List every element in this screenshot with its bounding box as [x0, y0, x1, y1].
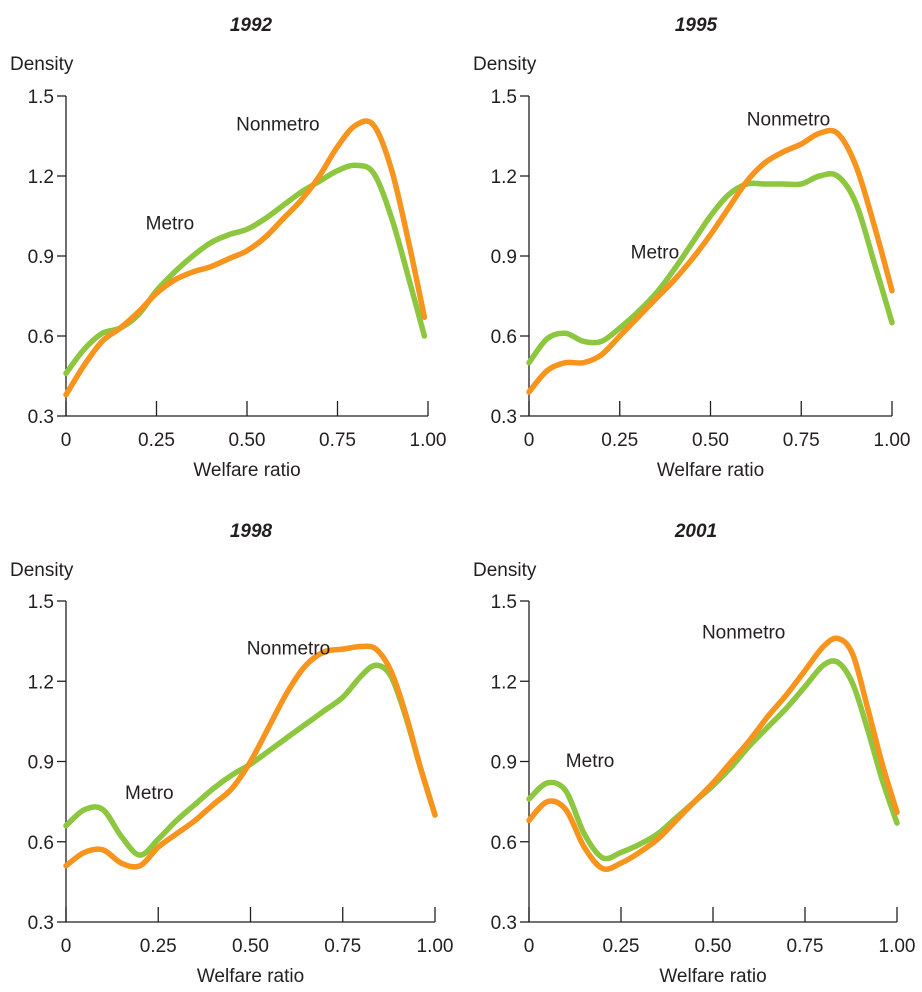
x-tick-label: 0.75 — [319, 430, 356, 451]
series-label-nonmetro: Nonmetro — [747, 109, 830, 130]
series-label-metro: Metro — [146, 213, 195, 234]
x-tick-label: 1.00 — [417, 936, 454, 957]
series-line-nonmetro — [526, 635, 900, 872]
x-axis-label: Welfare ratio — [657, 460, 764, 481]
y-tick-label: 0.3 — [491, 913, 517, 934]
x-tick-label: 0.75 — [324, 936, 361, 957]
x-tick-label: 0 — [524, 430, 535, 451]
y-tick-label: 1.2 — [491, 167, 517, 188]
y-tick-label: 0.9 — [491, 753, 517, 774]
x-tick-label: 0 — [524, 936, 535, 957]
panel-title: 2001 — [674, 521, 717, 542]
y-axis-label: Density — [10, 560, 74, 581]
y-tick-label: 1.2 — [28, 672, 54, 693]
y-tick-label: 0.9 — [28, 247, 54, 268]
y-tick-label: 0.3 — [28, 407, 54, 428]
series-label-metro: Metro — [566, 751, 615, 772]
series-line-metro — [63, 162, 428, 377]
y-tick-label: 0.3 — [28, 913, 54, 934]
chart-panel-1995: 1995 Density 0.3 0.6 0.9 1.2 1.5 0 0.25 0.50 0.75 1… — [473, 15, 910, 481]
x-tick-label: 1.00 — [874, 430, 911, 451]
series-label-metro: Metro — [125, 783, 174, 804]
series-label-nonmetro: Nonmetro — [702, 622, 785, 643]
series-line-nonmetro — [63, 118, 428, 398]
x-axis-label: Welfare ratio — [193, 460, 300, 481]
series-line-nonmetro — [63, 643, 438, 870]
x-tick-label: 0.75 — [783, 430, 820, 451]
x-tick-label: 0.25 — [140, 936, 177, 957]
x-tick-label: 0 — [61, 430, 72, 451]
x-tick-label: 0 — [61, 936, 72, 957]
x-tick-label: 0.25 — [138, 430, 175, 451]
y-tick-label: 0.6 — [28, 327, 54, 348]
panel-title: 1992 — [230, 15, 273, 36]
series-line-metro — [63, 662, 438, 858]
x-tick-label: 0.75 — [787, 936, 824, 957]
y-tick-label: 0.9 — [28, 753, 54, 774]
y-tick-label: 0.6 — [491, 833, 517, 854]
y-tick-label: 1.2 — [491, 672, 517, 693]
y-tick-label: 1.5 — [491, 592, 517, 613]
x-tick-label: 1.00 — [410, 430, 447, 451]
x-tick-label: 0.50 — [695, 936, 732, 957]
y-tick-label: 1.5 — [28, 87, 54, 108]
panel-title: 1995 — [675, 15, 718, 36]
x-tick-label: 0.25 — [601, 430, 638, 451]
y-tick-label: 0.6 — [491, 327, 517, 348]
x-tick-label: 1.00 — [879, 936, 916, 957]
series-label-metro: Metro — [631, 243, 680, 264]
y-tick-label: 0.3 — [491, 407, 517, 428]
x-tick-label: 0.50 — [232, 936, 269, 957]
x-tick-label: 0.50 — [692, 430, 729, 451]
x-tick-label: 0.50 — [229, 430, 266, 451]
y-tick-label: 1.5 — [28, 592, 54, 613]
series-label-nonmetro: Nonmetro — [247, 639, 330, 660]
series-line-metro — [526, 170, 895, 366]
chart-panel-2001: 2001 Density 0.3 0.6 0.9 1.2 1.5 0 0.25 0.50 0.75 1… — [473, 521, 915, 987]
chart-panel-1992: 1992 Density 0.3 0.6 0.9 1.2 1.5 0 0.25 0.50 0.75 1… — [10, 15, 446, 481]
series-line-nonmetro — [526, 127, 895, 395]
y-axis-label: Density — [473, 560, 537, 581]
x-axis-label: Welfare ratio — [197, 966, 304, 987]
y-axis-label: Density — [473, 54, 537, 75]
chart-panel-1998: 1998 Density 0.3 0.6 0.9 1.2 1.5 0 0.25 0.50 0.75 1… — [10, 521, 453, 987]
y-tick-label: 1.5 — [491, 87, 517, 108]
panel-title: 1998 — [230, 521, 273, 542]
y-tick-label: 0.9 — [491, 247, 517, 268]
series-label-nonmetro: Nonmetro — [236, 115, 319, 136]
y-tick-label: 1.2 — [28, 167, 54, 188]
x-tick-label: 0.25 — [603, 936, 640, 957]
x-axis-label: Welfare ratio — [659, 966, 766, 987]
y-axis-label: Density — [10, 54, 74, 75]
y-tick-label: 0.6 — [28, 833, 54, 854]
